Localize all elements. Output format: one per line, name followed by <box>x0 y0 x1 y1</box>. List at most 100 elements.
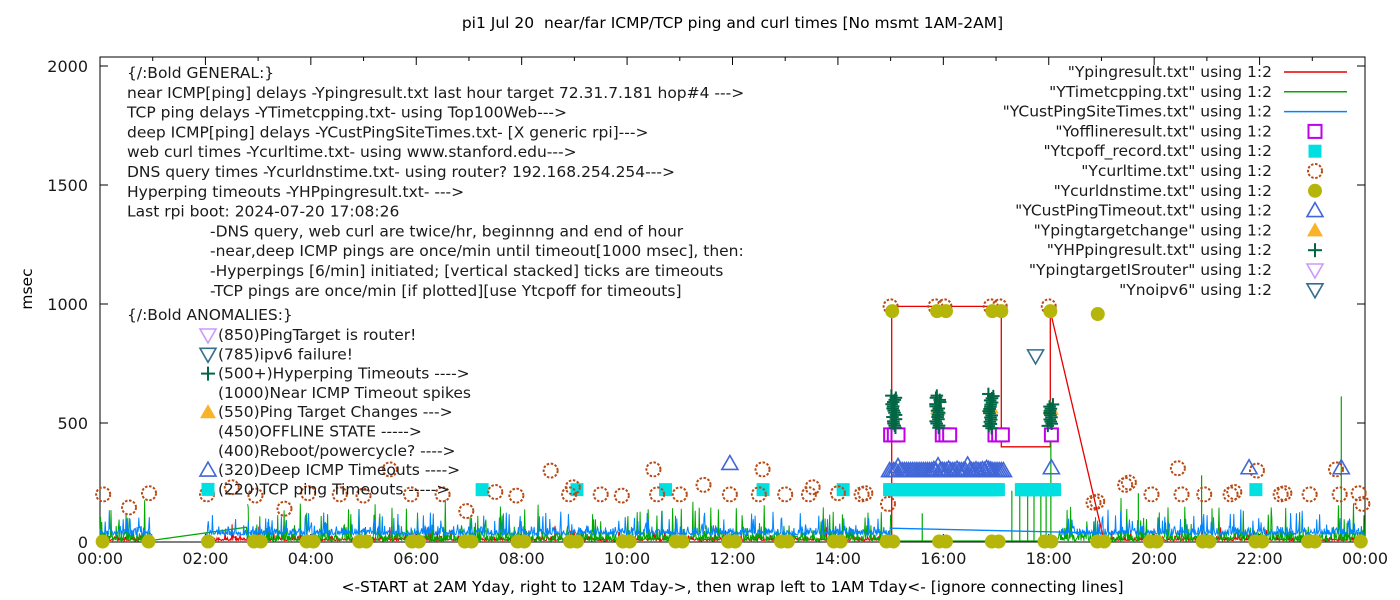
marker-circle-filled <box>1255 534 1270 549</box>
marker-circle-filled <box>1044 534 1059 549</box>
marker-circle-filled <box>464 534 479 549</box>
marker-circle-open <box>1354 495 1371 512</box>
noise-trace <box>204 508 891 537</box>
marker-triangle-open <box>1239 458 1259 475</box>
general-line: Hyperping timeouts -YHPpingresult.txt- -… <box>127 183 464 201</box>
marker-triangle-down-open <box>1305 283 1325 300</box>
marker-triangle-down-open <box>198 347 218 364</box>
marker-circle-open <box>1307 163 1323 179</box>
marker-circle-open <box>649 486 666 503</box>
marker-triangle-open <box>1305 200 1325 218</box>
anomaly-line: (400)Reboot/powercycle? ----> <box>218 442 456 460</box>
marker-circle-filled <box>201 534 216 549</box>
series-ycustpingtimeout <box>720 453 1351 478</box>
marker-circle-open <box>1169 460 1186 477</box>
line-path <box>889 527 1102 534</box>
marker-circle-open <box>1120 474 1137 491</box>
marker-circle-filled <box>938 304 953 319</box>
marker-circle-filled <box>1090 306 1105 321</box>
marker-circle-open <box>671 486 688 503</box>
marker-circle-open <box>1301 486 1318 503</box>
anomaly-line: (320)Deep ICMP Timeouts ----> <box>218 461 460 479</box>
marker-circle-filled <box>780 534 795 549</box>
marker-circle-open <box>402 486 419 503</box>
marker-circle-filled <box>991 534 1006 549</box>
marker-square-filled <box>201 482 215 496</box>
anomaly-line: (220)TCP ping Timeouts -----> <box>218 480 449 498</box>
marker-circle-open <box>1272 486 1289 503</box>
general-line: near ICMP[ping] delays -Ypingresult.txt … <box>127 84 744 102</box>
marker-circle-filled <box>1308 183 1322 198</box>
marker-circle-open <box>645 461 662 478</box>
marker-circle-open <box>613 487 630 504</box>
series-ycurltime <box>95 298 1371 520</box>
legend-label: "Ycurldnstime.txt" using 1:2 <box>1054 182 1272 200</box>
marker-circle-open <box>458 503 475 520</box>
marker-circle-filled <box>622 534 637 549</box>
marker-circle-open <box>777 486 794 503</box>
marker-circle-filled <box>1149 534 1164 549</box>
marker-circle-open <box>1350 485 1367 502</box>
x-tick-label: 00:00 <box>77 549 123 568</box>
general-line: Last rpi boot: 2024-07-20 17:08:26 <box>127 203 399 221</box>
general-indent-line: -near,deep ICMP pings are once/min until… <box>210 242 744 260</box>
marker-circle-open <box>487 484 504 501</box>
marker-square-filled <box>991 483 1005 497</box>
marker-circle-open <box>434 486 451 503</box>
anomaly-line: (500+)Hyperping Timeouts ----> <box>218 365 470 383</box>
marker-circle-filled <box>253 534 268 549</box>
x-tick-label: 14:00 <box>815 549 861 568</box>
marker-square-open <box>890 427 906 443</box>
marker-triangle-open <box>1331 458 1351 475</box>
legend-label: "YTimetcpping.txt" using 1:2 <box>1049 83 1272 101</box>
x-tick-label: 06:00 <box>393 549 439 568</box>
general-indent-line: -Hyperpings [6/min] initiated; [vertical… <box>210 262 723 280</box>
marker-triangle-open <box>720 453 740 471</box>
marker-circle-open <box>300 485 317 502</box>
marker-circle-open <box>1196 486 1213 503</box>
marker-circle-open <box>276 500 293 517</box>
line-path <box>153 526 249 541</box>
marker-circle-open <box>120 499 137 516</box>
general-indent-line: -DNS query, web curl are twice/hr, begin… <box>210 222 684 240</box>
marker-circle-open <box>1173 486 1190 503</box>
marker-square-filled <box>475 483 489 497</box>
marker-circle-open <box>750 486 767 503</box>
x-tick-label: 08:00 <box>499 549 545 568</box>
x-tick-label: 10:00 <box>604 549 650 568</box>
noise-trace <box>99 500 153 542</box>
noise-trace <box>1058 509 1365 537</box>
marker-circle-open <box>592 486 609 503</box>
marker-circle-filled <box>517 534 532 549</box>
legend-label: "YpingtargetISrouter" using 1:2 <box>1029 261 1272 279</box>
marker-circle-filled <box>141 534 156 549</box>
marker-square-open <box>994 427 1010 443</box>
marker-circle-open <box>141 485 158 502</box>
marker-square-filled <box>836 483 850 497</box>
marker-circle-open <box>1143 486 1160 503</box>
marker-circle-open <box>754 461 771 478</box>
marker-circle-filled <box>994 304 1009 319</box>
marker-circle-open <box>1085 494 1102 511</box>
marker-circle-open <box>1089 493 1106 510</box>
marker-circle-open <box>1040 298 1057 315</box>
x-tick-label: 04:00 <box>288 549 334 568</box>
marker-triangle-down-open <box>198 328 218 345</box>
series-ytcpoff_record <box>475 483 1263 497</box>
marker-circle-open <box>542 462 559 479</box>
legend-label: "YCustPingTimeout.txt" using 1:2 <box>1015 202 1272 220</box>
series-yhppingresult <box>885 387 1060 435</box>
marker-square-open <box>942 427 958 443</box>
general-line: deep ICMP[ping] delays -YCustPingSiteTim… <box>127 123 648 141</box>
marker-circle-open <box>247 487 264 504</box>
marker-triangle-filled <box>200 404 216 419</box>
anomaly-line: (850)PingTarget is router! <box>218 326 416 344</box>
general-line: web curl times -Ycurltime.txt- using www… <box>127 143 577 161</box>
marker-circle-filled <box>570 534 585 549</box>
general-indent-line: -TCP pings are once/min [if plotted][use… <box>210 282 682 300</box>
marker-circle-filled <box>1202 534 1217 549</box>
series-ynoipv6 <box>1026 349 1045 366</box>
x-tick-label: 12:00 <box>709 549 755 568</box>
marker-circle-open <box>695 476 712 493</box>
marker-circle-open <box>721 486 738 503</box>
